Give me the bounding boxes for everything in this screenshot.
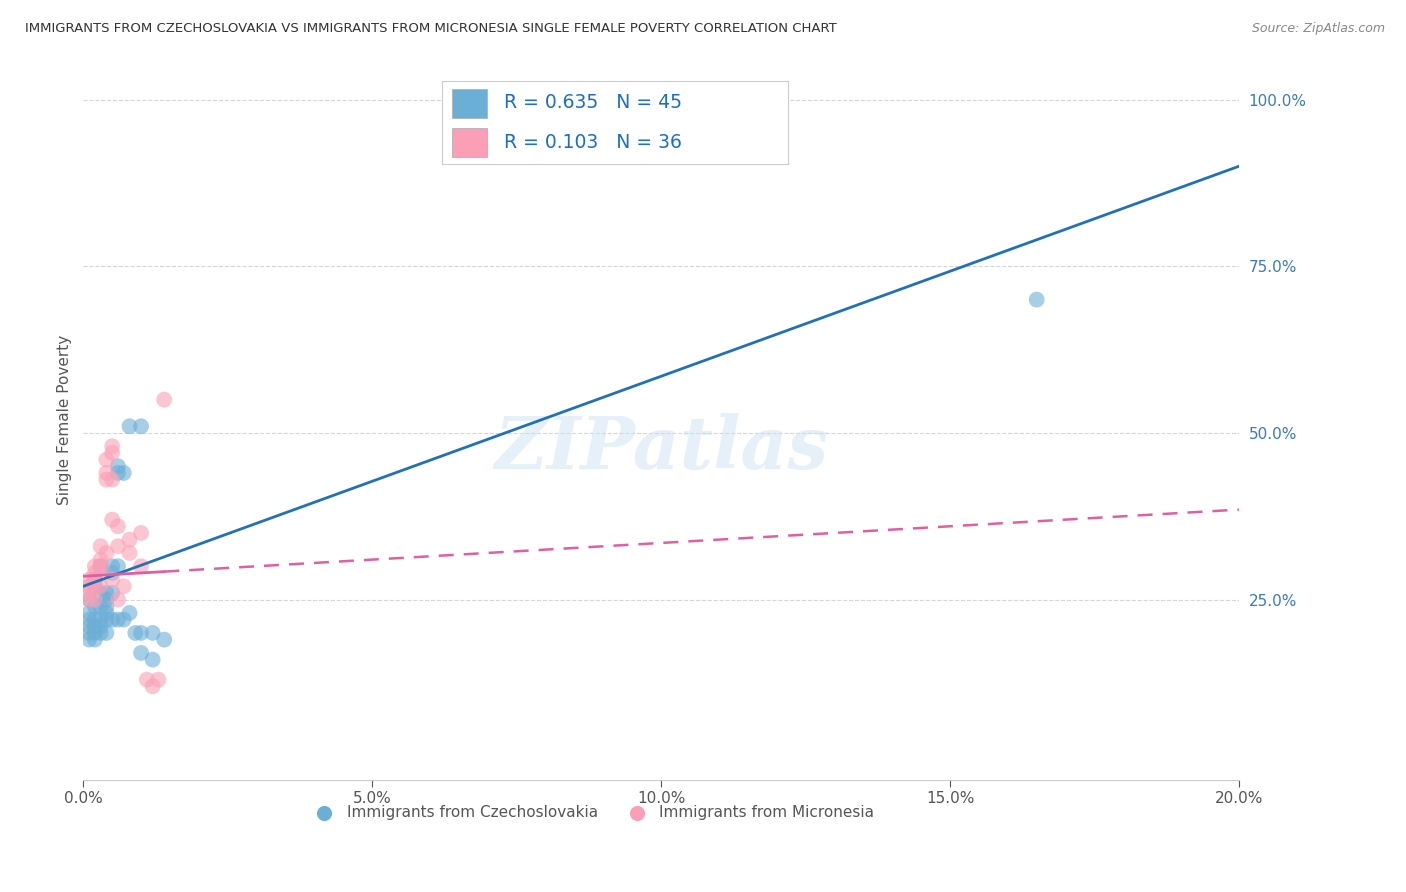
Point bbox=[83, 579, 105, 593]
Point bbox=[101, 573, 124, 587]
Point bbox=[107, 459, 129, 474]
Point bbox=[101, 586, 124, 600]
Point bbox=[96, 466, 118, 480]
Point bbox=[142, 679, 165, 693]
Point bbox=[96, 606, 118, 620]
Point bbox=[77, 632, 100, 647]
Point bbox=[90, 613, 112, 627]
Point bbox=[129, 525, 152, 540]
Point bbox=[90, 586, 112, 600]
Point bbox=[142, 652, 165, 666]
Point bbox=[77, 613, 100, 627]
Point bbox=[90, 559, 112, 574]
Point bbox=[90, 619, 112, 633]
Point bbox=[83, 599, 105, 614]
Point bbox=[107, 466, 129, 480]
Point bbox=[96, 592, 118, 607]
Point bbox=[101, 446, 124, 460]
Point bbox=[129, 626, 152, 640]
Point bbox=[83, 573, 105, 587]
Point bbox=[142, 626, 165, 640]
Point bbox=[148, 673, 170, 687]
Point bbox=[83, 626, 105, 640]
Point bbox=[90, 559, 112, 574]
Point bbox=[129, 646, 152, 660]
Point bbox=[77, 592, 100, 607]
Point bbox=[90, 552, 112, 566]
Point bbox=[96, 473, 118, 487]
Point bbox=[77, 606, 100, 620]
Point bbox=[124, 626, 146, 640]
Point bbox=[96, 452, 118, 467]
Point bbox=[90, 599, 112, 614]
Point bbox=[83, 573, 105, 587]
Point bbox=[96, 626, 118, 640]
Point bbox=[107, 539, 129, 553]
Point bbox=[77, 579, 100, 593]
Point bbox=[77, 579, 100, 593]
Legend: Immigrants from Czechoslovakia, Immigrants from Micronesia: Immigrants from Czechoslovakia, Immigran… bbox=[302, 798, 880, 826]
Point bbox=[90, 539, 112, 553]
Point bbox=[96, 599, 118, 614]
Point bbox=[129, 419, 152, 434]
Point bbox=[77, 586, 100, 600]
Point bbox=[96, 546, 118, 560]
Point bbox=[118, 533, 141, 547]
Text: IMMIGRANTS FROM CZECHOSLOVAKIA VS IMMIGRANTS FROM MICRONESIA SINGLE FEMALE POVER: IMMIGRANTS FROM CZECHOSLOVAKIA VS IMMIGR… bbox=[25, 22, 837, 36]
Point bbox=[77, 573, 100, 587]
Point bbox=[129, 559, 152, 574]
Point bbox=[101, 439, 124, 453]
Point bbox=[153, 392, 176, 407]
Point bbox=[83, 632, 105, 647]
Point bbox=[112, 613, 135, 627]
Point bbox=[96, 586, 118, 600]
Point bbox=[90, 626, 112, 640]
Point bbox=[90, 559, 112, 574]
Point bbox=[101, 513, 124, 527]
Point bbox=[107, 519, 129, 533]
Point bbox=[118, 546, 141, 560]
Point bbox=[112, 579, 135, 593]
Point bbox=[101, 559, 124, 574]
Point bbox=[118, 419, 141, 434]
Point bbox=[77, 619, 100, 633]
Text: Source: ZipAtlas.com: Source: ZipAtlas.com bbox=[1251, 22, 1385, 36]
Point bbox=[135, 673, 157, 687]
Y-axis label: Single Female Poverty: Single Female Poverty bbox=[58, 334, 72, 505]
Point bbox=[83, 579, 105, 593]
Point bbox=[1025, 293, 1047, 307]
Point bbox=[153, 632, 176, 647]
Point bbox=[90, 579, 112, 593]
Point bbox=[83, 613, 105, 627]
Point bbox=[101, 566, 124, 580]
Point bbox=[107, 592, 129, 607]
Point bbox=[118, 606, 141, 620]
Point bbox=[83, 592, 105, 607]
Point bbox=[96, 613, 118, 627]
Point bbox=[77, 592, 100, 607]
Point bbox=[101, 473, 124, 487]
Text: ZIPatlas: ZIPatlas bbox=[494, 413, 828, 483]
Point bbox=[83, 566, 105, 580]
Point bbox=[107, 613, 129, 627]
Point bbox=[83, 559, 105, 574]
Point bbox=[77, 626, 100, 640]
Point bbox=[107, 559, 129, 574]
Point bbox=[83, 619, 105, 633]
Point bbox=[101, 613, 124, 627]
Point bbox=[112, 466, 135, 480]
